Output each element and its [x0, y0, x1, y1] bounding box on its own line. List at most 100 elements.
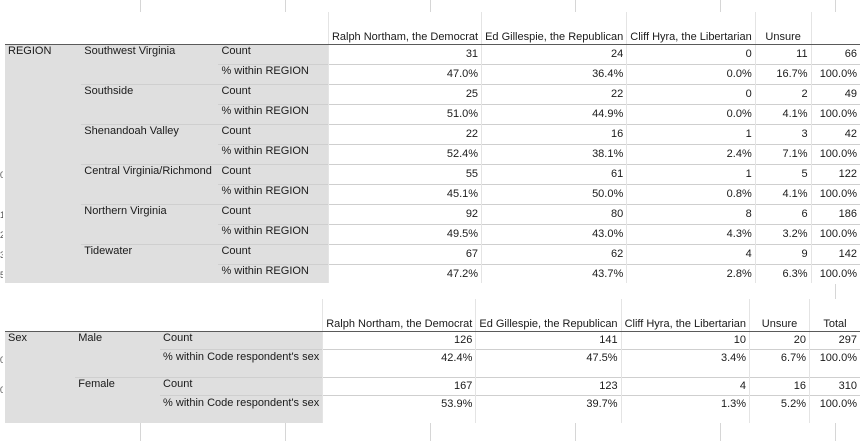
- cell-value: 0: [626, 83, 756, 104]
- cell-value: 53.9%: [322, 394, 476, 423]
- cell-value: 92: [327, 203, 482, 224]
- cell-value: 50.0%: [481, 183, 627, 204]
- sex-crosstab-table: Ralph Northam, the Democrat Ed Gillespie…: [5, 299, 860, 423]
- cell-value: 4: [620, 376, 750, 395]
- statistic-label: Count: [218, 163, 329, 184]
- cell-value: 6.3%: [754, 263, 812, 284]
- cell-value: 4: [626, 243, 756, 264]
- cell-value: 38.1%: [481, 143, 627, 164]
- statistic-label: % within REGION: [218, 143, 329, 164]
- cell-value: 100.0%: [810, 183, 860, 204]
- cell-value: 2.8%: [626, 263, 756, 284]
- cell-value: 42: [810, 123, 860, 144]
- statistic-label: % within REGION: [218, 183, 329, 204]
- cell-value: 310: [809, 376, 860, 395]
- cell-value: 47.5%: [475, 348, 622, 377]
- cell-value: 123: [475, 376, 622, 395]
- cell-value: 3.4%: [620, 348, 750, 377]
- cell-value: 22: [327, 123, 482, 144]
- cell-value: 42.4%: [322, 348, 476, 377]
- category-label: [75, 349, 161, 377]
- cell-value: 43.7%: [481, 263, 627, 284]
- cell-value: 49: [810, 83, 860, 104]
- table-row: Sex Male Count 126 141 10 20 297: [5, 330, 860, 423]
- column-header: Unsure: [754, 12, 812, 45]
- cell-value: 20: [749, 330, 810, 349]
- column-header: Ed Gillespie, the Republican: [481, 12, 627, 45]
- cell-value: 100.0%: [810, 263, 860, 284]
- table-row: % within REGION 51.0% 44.9% 0.0% 4.1% 10…: [5, 103, 860, 124]
- cell-value: 22: [481, 83, 627, 104]
- category-label: Female: [75, 376, 161, 395]
- row-number: 0: [0, 355, 3, 365]
- cell-value: 49.5%: [327, 223, 482, 244]
- cell-value: 4.1%: [754, 183, 812, 204]
- table-row: Tidewater Count 67 62 4 9 142: [5, 243, 860, 264]
- column-header: Ed Gillespie, the Republican: [475, 299, 622, 332]
- statistic-label: Count: [160, 330, 323, 349]
- statistic-label: Count: [218, 243, 329, 264]
- cell-value: 11: [754, 43, 812, 64]
- cell-value: 31: [327, 43, 482, 64]
- cell-value: 52.4%: [327, 143, 482, 164]
- category-label: [81, 144, 219, 164]
- category-label: [81, 224, 219, 244]
- cell-value: 3.2%: [754, 223, 812, 244]
- statistic-label: Count: [160, 376, 323, 395]
- cell-value: 47.0%: [327, 63, 482, 84]
- cell-value: 5: [754, 163, 812, 184]
- cell-value: 16: [749, 376, 810, 395]
- cell-value: 100.0%: [809, 348, 860, 377]
- table-spacer: [5, 283, 835, 299]
- statistic-label: % within REGION: [218, 223, 329, 244]
- cell-value: 47.2%: [327, 263, 482, 284]
- row-number: 3: [0, 250, 3, 260]
- cell-value: 66: [810, 43, 860, 64]
- category-label: Southside: [81, 83, 219, 104]
- statistic-label: % within REGION: [218, 103, 329, 124]
- cell-value: 25: [327, 83, 482, 104]
- category-label: Southwest Virginia: [81, 43, 219, 64]
- column-header: Cliff Hyra, the Libertarian: [626, 12, 756, 45]
- cell-value: 100.0%: [809, 394, 860, 423]
- cell-value: 9: [754, 243, 812, 264]
- statistic-label: Count: [218, 43, 329, 64]
- cell-value: 0: [626, 43, 756, 64]
- cell-value: 126: [322, 330, 476, 349]
- cell-value: 100.0%: [810, 103, 860, 124]
- row-number: 0: [0, 170, 3, 180]
- column-header: Ralph Northam, the Democrat: [327, 12, 482, 45]
- cell-value: 36.4%: [481, 63, 627, 84]
- category-label: [81, 184, 219, 204]
- cell-value: 61: [481, 163, 627, 184]
- column-header: Ralph Northam, the Democrat: [322, 299, 476, 332]
- column-header: Unsure: [749, 299, 810, 332]
- cell-value: 100.0%: [810, 223, 860, 244]
- cell-value: 141: [475, 330, 622, 349]
- table-row: % within REGION 45.1% 50.0% 0.8% 4.1% 10…: [5, 183, 860, 204]
- cell-value: 5.2%: [749, 394, 810, 423]
- category-label: Male: [75, 330, 161, 349]
- cell-value: 16: [481, 123, 627, 144]
- table-header-row: Ralph Northam, the Democrat Ed Gillespie…: [5, 12, 860, 45]
- cell-value: 100.0%: [810, 143, 860, 164]
- table-row: REGION Southwest Virginia Count 31 24 0 …: [5, 43, 860, 284]
- table-row: Female Count 167 123 4 16 310: [5, 376, 860, 395]
- statistic-label: % within REGION: [218, 63, 329, 84]
- cell-value: 7.1%: [754, 143, 812, 164]
- category-label: Tidewater: [81, 243, 219, 264]
- row-number: 0: [0, 385, 3, 395]
- category-label: Northern Virginia: [81, 203, 219, 224]
- table-row: % within REGION 49.5% 43.0% 4.3% 3.2% 10…: [5, 223, 860, 244]
- cell-value: 62: [481, 243, 627, 264]
- cell-value: 10: [620, 330, 750, 349]
- cell-value: 4.1%: [754, 103, 812, 124]
- statistic-label: % within Code respondent's sex: [160, 348, 323, 377]
- cell-value: 8: [626, 203, 756, 224]
- cell-value: 186: [810, 203, 860, 224]
- cell-value: 80: [481, 203, 627, 224]
- cell-value: 2: [754, 83, 812, 104]
- region-crosstab-table: Ralph Northam, the Democrat Ed Gillespie…: [5, 12, 860, 284]
- cell-value: 16.7%: [754, 63, 812, 84]
- cell-value: 0.0%: [626, 103, 756, 124]
